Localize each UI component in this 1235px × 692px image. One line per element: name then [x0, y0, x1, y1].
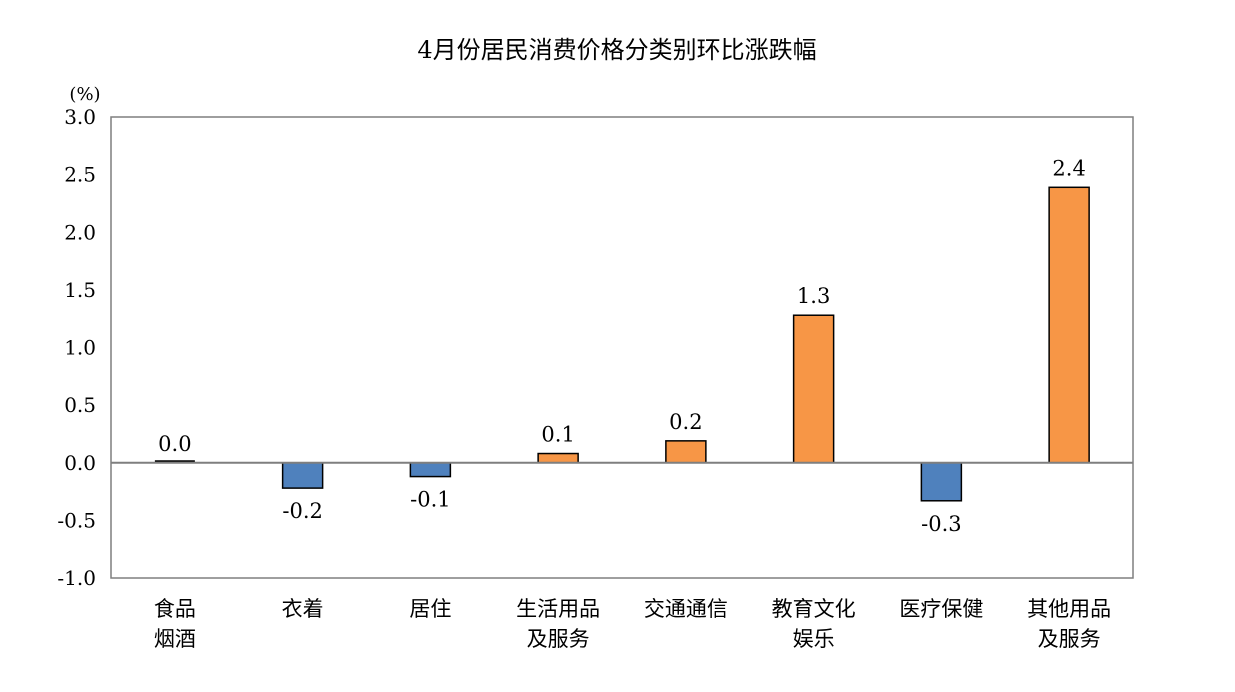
x-tick-label: 娱乐	[793, 627, 835, 651]
bar	[281, 462, 324, 489]
bar	[665, 440, 707, 464]
x-tick-label: 食品	[154, 597, 196, 621]
x-tick-label: 及服务	[527, 627, 590, 651]
x-tick-label: 烟酒	[154, 627, 196, 651]
x-tick-label: 教育文化	[772, 597, 856, 621]
data-label: 0.0	[158, 432, 191, 456]
y-tick-label: 1.0	[64, 336, 96, 360]
x-tick-label: 生活用品	[516, 597, 600, 621]
data-label: -0.1	[410, 488, 451, 512]
y-tick-label: 1.5	[64, 278, 96, 302]
x-tick-label: 居住	[409, 597, 451, 621]
y-tick-label: 2.5	[64, 163, 96, 187]
data-label: 1.3	[797, 284, 830, 308]
x-tick-label: 其他用品	[1027, 597, 1111, 621]
y-tick-label: 0.5	[64, 393, 96, 417]
data-label: 2.4	[1052, 156, 1085, 180]
data-label: -0.3	[921, 512, 962, 536]
bar	[1048, 186, 1090, 464]
y-tick-label: 2.0	[64, 220, 96, 244]
plot-area	[110, 116, 1134, 579]
chart-title: 4月份居民消费价格分类别环比涨跌幅	[417, 36, 816, 64]
bar	[792, 314, 835, 464]
x-tick-label: 衣着	[282, 597, 324, 621]
y-tick-label: 0.0	[64, 451, 96, 475]
bar	[920, 462, 963, 502]
y-tick-label: -0.5	[57, 508, 96, 532]
y-tick-label: -1.0	[57, 566, 96, 590]
bar	[537, 452, 579, 464]
bar	[409, 462, 452, 478]
x-tick-label: 交通通信	[644, 597, 728, 621]
x-tick-label: 及服务	[1038, 627, 1101, 651]
data-label: -0.2	[282, 499, 323, 523]
y-tick-label: 3.0	[64, 105, 96, 129]
data-label: 0.1	[541, 423, 574, 447]
x-tick-label: 医疗保健	[899, 597, 983, 621]
y-axis-unit-label: (%)	[69, 84, 100, 105]
data-label: 0.2	[669, 410, 702, 434]
